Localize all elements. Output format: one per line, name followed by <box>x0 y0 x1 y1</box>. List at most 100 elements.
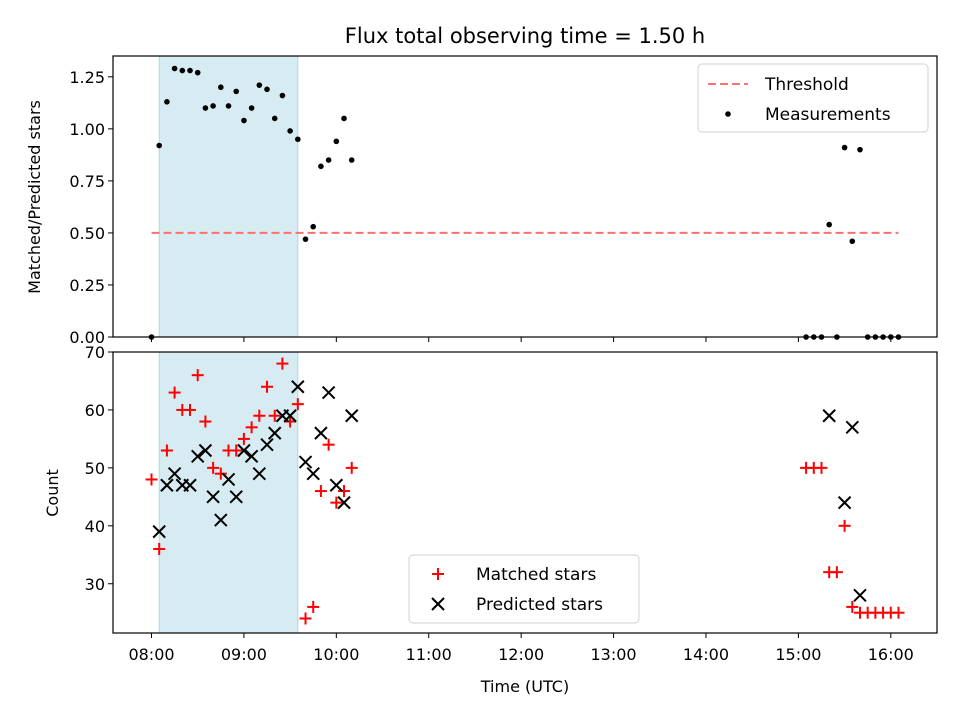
bottom-predicted-stars-point-4 <box>183 478 197 492</box>
bottom-predicted-stars-point-20 <box>306 466 320 481</box>
bottom-predicted-stars-point-12 <box>244 449 259 463</box>
bottom-predicted-stars-point-1 <box>160 478 174 492</box>
top-measurements-point-9 <box>218 84 224 91</box>
bottom-predicted-stars-point-18 <box>291 380 305 394</box>
bottom-predicted-stars-point-0 <box>152 524 166 539</box>
bottom-matched-stars-point-33 <box>846 600 859 613</box>
top-measurements-point-7 <box>202 105 209 111</box>
top-measurements-point-3 <box>171 65 178 72</box>
top-measurements-point-25 <box>341 115 347 122</box>
top-chart-title: Flux total observing time = 1.50 h <box>345 24 705 48</box>
top-y-tick-label-5: 1.25 <box>69 68 105 87</box>
bottom-matched-stars-point-18 <box>284 415 297 428</box>
bottom-predicted-stars-point-13 <box>252 466 267 481</box>
bottom-matched-stars-point-24 <box>330 496 343 509</box>
top-measurements-point-12 <box>241 117 247 124</box>
bottom-predicted-stars-point-6 <box>198 443 213 458</box>
top-measurements-point-23 <box>325 157 332 163</box>
legend-predicted-label: Predicted stars <box>476 595 603 615</box>
top-measurements-point-32 <box>841 144 848 151</box>
legend-matched-swatch <box>432 568 444 580</box>
bottom-matched-stars-point-26 <box>345 461 358 474</box>
bottom-predicted-stars-point-8 <box>214 513 228 527</box>
bottom-y-tick-label-3: 60 <box>85 401 105 420</box>
top-axes-frame <box>112 55 938 338</box>
top-measurements-point-34 <box>857 146 863 153</box>
legend-measurements-swatch <box>725 111 731 117</box>
bottom-shaded-interval <box>159 352 298 633</box>
bottom-axes-frame <box>112 351 938 634</box>
bottom-matched-stars-point-2 <box>160 444 173 457</box>
legend-threshold-label: Threshold <box>764 75 849 95</box>
top-measurements-point-26 <box>348 157 355 163</box>
top-measurements-point-24 <box>333 138 340 145</box>
bottom-predicted-stars-point-29 <box>853 588 867 603</box>
bottom-x-tick-label-3: 11:00 <box>406 645 452 664</box>
bottom-matched-stars-point-17 <box>276 357 289 370</box>
bottom-matched-stars-point-23 <box>322 438 335 451</box>
top-measurements-point-11 <box>233 88 240 95</box>
top-y-tick-label-4: 1.00 <box>69 120 105 139</box>
bottom-matched-stars-point-15 <box>261 380 274 393</box>
bottom-predicted-stars-point-7 <box>206 490 220 504</box>
bottom-matched-stars-point-1 <box>153 542 166 555</box>
bottom-predicted-stars-point-5 <box>191 449 205 463</box>
top-measurements-point-30 <box>826 221 832 228</box>
top-y-axis-label: Matched/Predicted stars <box>25 100 44 294</box>
bottom-x-tick-label-6: 14:00 <box>683 645 729 664</box>
bottom-x-tick-label-0: 08:00 <box>128 645 174 664</box>
bottom-legend-box <box>408 554 640 624</box>
bottom-predicted-stars-point-11 <box>237 443 251 458</box>
bottom-y-axis-label: Count <box>43 469 62 517</box>
bottom-matched-stars-point-16 <box>268 409 281 422</box>
bottom-y-tick-label-2: 50 <box>85 459 105 478</box>
bottom-predicted-stars-point-17 <box>283 409 297 423</box>
top-measurements-point-13 <box>248 105 255 111</box>
top-measurements-point-15 <box>264 86 270 93</box>
bottom-matched-stars-point-19 <box>291 398 304 411</box>
bottom-predicted-stars-point-28 <box>845 420 859 435</box>
bottom-predicted-stars-point-21 <box>314 426 328 440</box>
top-measurements-point-8 <box>210 103 216 109</box>
bottom-x-tick-label-7: 15:00 <box>775 645 821 664</box>
bottom-matched-stars-point-11 <box>230 444 243 457</box>
top-legend: Threshold Measurements <box>697 63 929 133</box>
bottom-predicted-stars-point-10 <box>229 490 243 504</box>
legend-predicted-swatch <box>431 597 445 611</box>
top-measurements-point-10 <box>225 103 232 109</box>
bottom-matched-stars-point-29 <box>815 461 828 474</box>
top-y-tick-label-2: 0.50 <box>69 224 105 243</box>
bottom-matched-stars-point-39 <box>892 606 905 619</box>
top-measurements-point-5 <box>187 67 193 74</box>
x-axis-label: Time (UTC) <box>480 677 569 696</box>
bottom-predicted-stars-point-15 <box>268 426 282 440</box>
top-measurements-point-20 <box>302 236 309 242</box>
bottom-matched-stars-point-9 <box>214 467 227 480</box>
bottom-predicted-stars-point-26 <box>822 409 836 423</box>
bottom-y-tick-label-4: 70 <box>85 343 105 362</box>
top-y-tick-label-1: 0.25 <box>69 276 105 295</box>
bottom-matched-stars-point-3 <box>168 386 181 399</box>
top-panel: 0.00 0.25 0.50 0.75 1.00 1.25 Threshold Measure… <box>69 55 938 347</box>
bottom-matched-stars-point-12 <box>237 432 250 445</box>
top-measurements-point-6 <box>194 69 201 76</box>
bottom-predicted-stars-point-19 <box>298 455 313 469</box>
bottom-predicted-stars-point-23 <box>329 478 344 492</box>
top-shaded-interval <box>159 56 298 337</box>
bottom-matched-stars-point-20 <box>299 612 312 625</box>
top-measurements-point-18 <box>287 128 293 134</box>
bottom-matched-stars-point-22 <box>314 485 327 498</box>
bottom-predicted-stars-point-27 <box>837 495 852 510</box>
bottom-matched-stars-point-8 <box>207 461 220 474</box>
top-measurements-point-17 <box>279 92 286 99</box>
bottom-matched-stars-point-5 <box>184 403 197 416</box>
legend-measurements-label: Measurements <box>765 105 891 125</box>
top-measurements-point-2 <box>164 98 170 105</box>
top-measurements-point-21 <box>310 223 317 230</box>
bottom-matched-stars-point-7 <box>199 415 212 428</box>
bottom-panel: 30 40 50 60 70 08:00 09:00 10:00 11:00 12:00 13:00… <box>85 343 938 664</box>
bottom-x-tick-label-4: 12:00 <box>498 645 544 664</box>
top-measurements-point-22 <box>318 163 324 170</box>
bottom-x-tick-label-5: 13:00 <box>591 645 637 664</box>
